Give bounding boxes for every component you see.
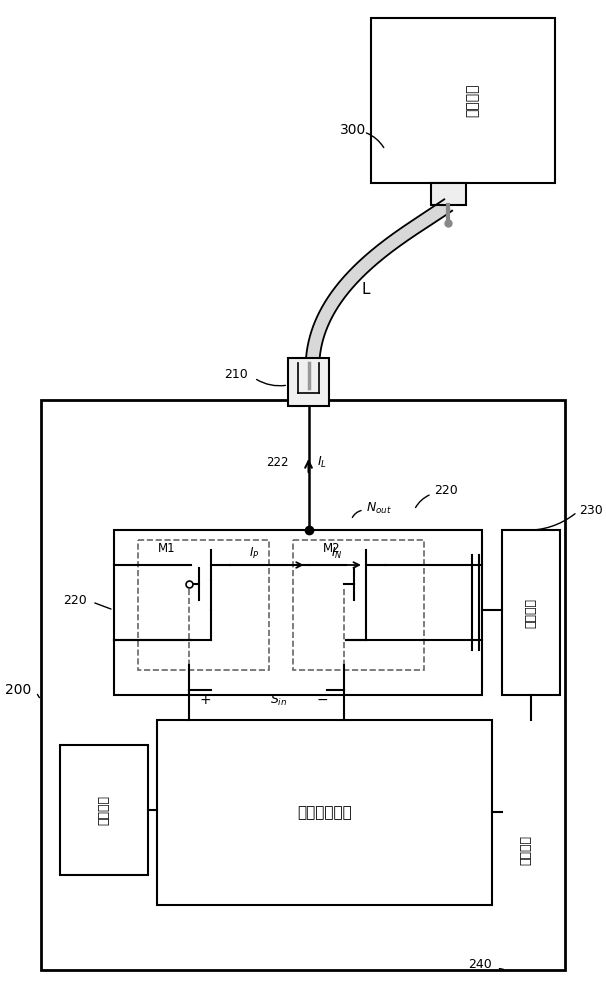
Text: M1: M1 <box>158 542 176 554</box>
Text: $N_{out}$: $N_{out}$ <box>366 500 391 516</box>
Text: 220: 220 <box>434 484 458 496</box>
Text: 信号处理电路: 信号处理电路 <box>297 805 352 820</box>
Bar <box>113 530 482 695</box>
Bar <box>138 540 268 670</box>
Bar <box>157 720 492 905</box>
Text: M2: M2 <box>323 542 341 554</box>
Text: $S_{in}$: $S_{in}$ <box>270 692 287 708</box>
Text: $I_N$: $I_N$ <box>331 545 342 561</box>
Text: 计时单元: 计时单元 <box>98 795 110 825</box>
Bar <box>431 183 465 205</box>
Text: 300: 300 <box>339 123 366 137</box>
Text: L: L <box>362 282 370 298</box>
Text: 230: 230 <box>579 504 603 516</box>
Text: 外接设备: 外接设备 <box>465 84 479 117</box>
Text: +: + <box>200 693 211 707</box>
Bar <box>60 745 147 875</box>
Bar <box>371 18 555 183</box>
Bar <box>293 540 424 670</box>
Bar <box>288 358 329 406</box>
Text: 判断电路: 判断电路 <box>524 597 537 628</box>
Text: $I_L$: $I_L$ <box>317 454 327 470</box>
Text: −: − <box>316 693 328 707</box>
Bar <box>502 530 560 695</box>
Text: 240: 240 <box>468 958 492 972</box>
Text: 输出电路: 输出电路 <box>519 835 532 865</box>
Text: 222: 222 <box>265 456 288 470</box>
Polygon shape <box>305 199 452 368</box>
Text: 220: 220 <box>62 593 87 606</box>
Bar <box>41 400 565 970</box>
Text: $I_P$: $I_P$ <box>249 545 259 561</box>
Text: 200: 200 <box>5 683 31 697</box>
Text: 210: 210 <box>224 368 247 381</box>
